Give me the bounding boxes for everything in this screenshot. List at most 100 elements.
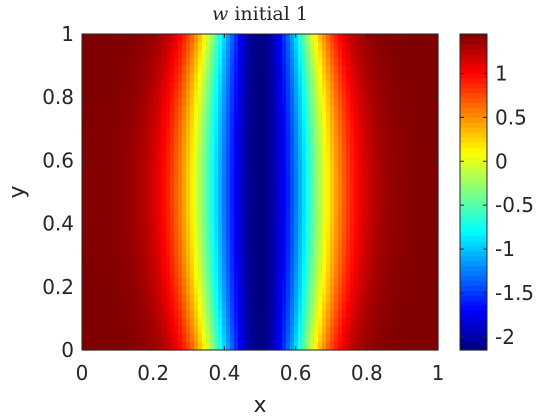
heatmap-cell — [394, 263, 399, 272]
heatmap-cell — [354, 89, 359, 98]
heatmap-cell — [330, 334, 335, 343]
heatmap-cell — [318, 97, 323, 106]
heatmap-cell — [234, 271, 239, 280]
heatmap-cell — [310, 105, 315, 114]
heatmap-cell — [142, 184, 147, 193]
heatmap-cell — [166, 184, 171, 193]
heatmap-cell — [382, 34, 387, 43]
heatmap-cell — [310, 215, 315, 225]
heatmap-cell — [114, 168, 119, 177]
heatmap-cell — [366, 57, 371, 67]
heatmap-cell — [126, 168, 131, 177]
heatmap-cell — [214, 286, 219, 296]
heatmap-cell — [282, 120, 287, 130]
heatmap-cell — [102, 184, 107, 193]
heatmap-cell — [226, 113, 231, 122]
heatmap-cell — [306, 128, 311, 138]
heatmap-cell — [218, 199, 223, 209]
heatmap-cell — [222, 34, 227, 43]
heatmap-cell — [422, 184, 427, 193]
heatmap-cell — [378, 239, 383, 248]
heatmap-cell — [338, 89, 343, 98]
heatmap-cell — [202, 286, 207, 296]
heatmap-cell — [382, 81, 387, 90]
heatmap-cell — [250, 176, 255, 185]
heatmap-cell — [310, 113, 315, 122]
heatmap-cell — [430, 73, 435, 82]
heatmap-cell — [178, 286, 183, 296]
heatmap-cell — [258, 294, 263, 304]
heatmap-cell — [414, 199, 419, 209]
heatmap-cell — [130, 49, 135, 59]
heatmap-cell — [258, 113, 263, 122]
heatmap-cell — [358, 73, 363, 82]
heatmap-cell — [166, 318, 171, 327]
heatmap-cell — [286, 113, 291, 122]
heatmap-cell — [86, 176, 91, 185]
heatmap-cell — [350, 65, 355, 75]
heatmap-cell — [414, 294, 419, 304]
heatmap-cell — [306, 65, 311, 75]
heatmap-cell — [270, 278, 275, 288]
heatmap-cell — [130, 302, 135, 312]
heatmap-cell — [342, 223, 347, 233]
heatmap-cell — [330, 152, 335, 161]
heatmap-cell — [106, 334, 111, 343]
heatmap-cell — [134, 105, 139, 114]
heatmap-cell — [274, 199, 279, 209]
heatmap-cell — [186, 223, 191, 233]
heatmap-cell — [218, 263, 223, 272]
heatmap-cell — [294, 81, 299, 90]
heatmap-cell — [246, 302, 251, 312]
heatmap-cell — [390, 160, 395, 169]
heatmap-cell — [370, 223, 375, 233]
heatmap-cell — [366, 192, 371, 201]
heatmap-cell — [238, 318, 243, 327]
heatmap-cell — [390, 302, 395, 312]
heatmap-cell — [422, 97, 427, 106]
heatmap-cell — [326, 57, 331, 67]
heatmap-cell — [378, 302, 383, 312]
heatmap-cell — [430, 128, 435, 138]
heatmap-cell — [382, 342, 387, 351]
heatmap-cell — [262, 136, 267, 146]
heatmap-cell — [134, 97, 139, 106]
heatmap-cell — [430, 207, 435, 217]
heatmap-cell — [382, 160, 387, 169]
heatmap-cell — [110, 199, 115, 209]
heatmap-cell — [198, 326, 203, 335]
heatmap-cell — [326, 215, 331, 225]
heatmap-cell — [110, 136, 115, 146]
heatmap-cell — [334, 215, 339, 225]
heatmap-cell — [90, 113, 95, 122]
heatmap-cell — [366, 176, 371, 185]
heatmap-cell — [402, 49, 407, 59]
heatmap-cell — [274, 326, 279, 335]
heatmap-cell — [402, 286, 407, 296]
heatmap-cell — [334, 49, 339, 59]
heatmap-cell — [322, 199, 327, 209]
heatmap-cell — [346, 286, 351, 296]
heatmap-cell — [386, 318, 391, 327]
heatmap-cell — [250, 207, 255, 217]
heatmap-cell — [298, 136, 303, 146]
heatmap-cell — [386, 310, 391, 319]
heatmap-cell — [114, 263, 119, 272]
heatmap-cell — [294, 49, 299, 59]
heatmap-cell — [310, 310, 315, 319]
heatmap-cell — [210, 128, 215, 138]
heatmap-cell — [362, 120, 367, 130]
heatmap-cell — [390, 318, 395, 327]
heatmap-cell — [370, 73, 375, 82]
heatmap-cell — [334, 136, 339, 146]
heatmap-cell — [430, 57, 435, 67]
heatmap-cell — [234, 199, 239, 209]
heatmap-cell — [406, 34, 411, 43]
heatmap-cell — [150, 255, 155, 264]
heatmap-cell — [242, 247, 247, 256]
heatmap-cell — [134, 278, 139, 288]
heatmap-cell — [226, 34, 231, 43]
heatmap-cell — [354, 144, 359, 154]
heatmap-cell — [170, 247, 175, 256]
heatmap-cell — [258, 160, 263, 169]
